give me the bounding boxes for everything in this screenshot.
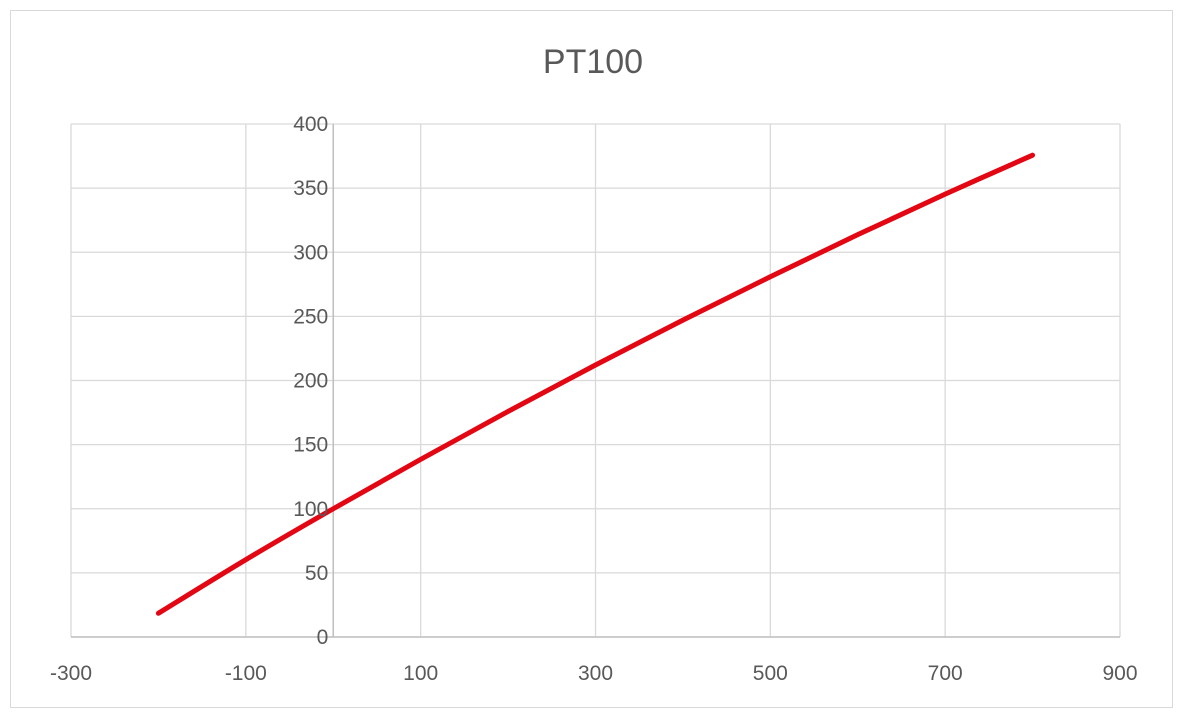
- x-tick-label: 700: [928, 662, 963, 685]
- chart-frame: PT100 -300 -100 100 300 500 700 900 0 50 100 150 20…: [10, 10, 1173, 708]
- axis-layer: [71, 124, 1120, 638]
- y-tick-label: 300: [293, 241, 328, 264]
- grid-layer: [70, 123, 1121, 638]
- label-layer: -300 -100 100 300 500 700 900 0 50 100 150 200 250 30…: [50, 113, 1138, 685]
- chart-svg: PT100 -300 -100 100 300 500 700 900 0 50 100 150 20…: [50, 43, 1138, 685]
- y-tick-label: 150: [293, 434, 328, 457]
- y-tick-label: 0: [317, 626, 329, 649]
- x-tick-label: -300: [50, 662, 92, 685]
- x-tick-label: 300: [578, 662, 613, 685]
- y-tick-label: 50: [305, 562, 328, 585]
- x-tick-label: 500: [753, 662, 788, 685]
- y-tick-label: 400: [293, 113, 328, 136]
- y-tick-label: 250: [293, 305, 328, 328]
- y-tick-label: 200: [293, 370, 328, 393]
- x-tick-label: 900: [1102, 662, 1137, 685]
- y-tick-label: 100: [293, 498, 328, 521]
- x-tick-label: 100: [403, 662, 438, 685]
- y-tick-label: 350: [293, 177, 328, 200]
- series-line: [155, 152, 1036, 616]
- chart-title: PT100: [543, 43, 643, 81]
- series-layer: [155, 152, 1036, 616]
- x-tick-label: -100: [225, 662, 267, 685]
